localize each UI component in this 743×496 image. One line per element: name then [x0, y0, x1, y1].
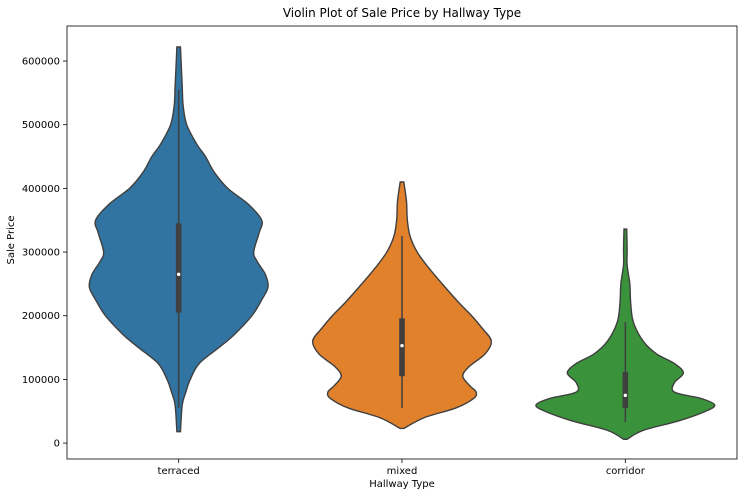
x-axis-label: Hallway Type: [369, 479, 435, 490]
x-axis: terraced mixed corridor: [158, 459, 646, 477]
y-tick-label: 300000: [22, 248, 60, 259]
y-tick-label: 0: [54, 439, 60, 450]
x-tick-label: mixed: [387, 466, 418, 477]
x-tick-label: terraced: [158, 466, 200, 477]
x-tick-label: corridor: [606, 466, 646, 477]
y-axis-label: Sale Price: [6, 216, 17, 265]
violins-layer: [88, 46, 716, 440]
y-tick-label: 500000: [22, 120, 60, 131]
y-tick-label: 600000: [22, 57, 60, 68]
y-axis: 0 100000 200000 300000 400000 500000 600000: [22, 57, 67, 450]
iqr-box-terraced: [175, 223, 182, 313]
iqr-box-corridor: [622, 371, 629, 409]
chart-title: Violin Plot of Sale Price by Hallway Typ…: [283, 6, 521, 20]
y-tick-label: 200000: [22, 311, 60, 322]
median-point-mixed: [400, 343, 404, 348]
median-point-terraced: [176, 272, 181, 277]
median-point-corridor: [623, 393, 628, 398]
y-tick-label: 100000: [22, 375, 60, 386]
y-tick-label: 400000: [22, 184, 60, 195]
